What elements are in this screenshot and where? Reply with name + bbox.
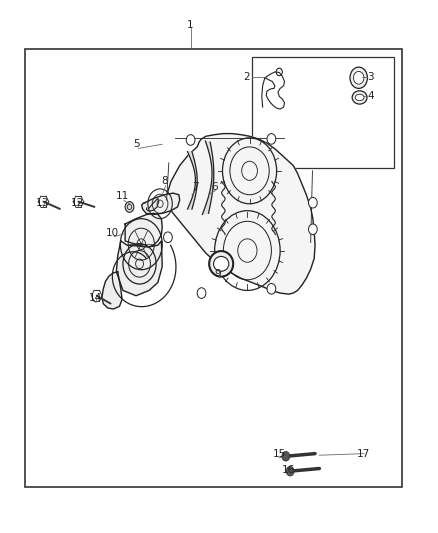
Circle shape	[197, 288, 206, 298]
Polygon shape	[164, 134, 315, 294]
Circle shape	[267, 134, 276, 144]
Ellipse shape	[352, 91, 367, 104]
Circle shape	[282, 451, 290, 461]
Text: 11: 11	[116, 191, 129, 201]
Polygon shape	[147, 198, 159, 211]
Bar	[252, 56, 394, 168]
Polygon shape	[102, 272, 122, 309]
Circle shape	[353, 71, 364, 84]
Text: 7: 7	[192, 182, 198, 192]
Text: 5: 5	[133, 139, 139, 149]
Text: 3: 3	[367, 72, 374, 82]
Circle shape	[125, 201, 134, 212]
Text: 15: 15	[272, 449, 286, 458]
Circle shape	[286, 466, 294, 476]
Circle shape	[163, 232, 172, 243]
Polygon shape	[117, 241, 162, 296]
Text: 1: 1	[187, 20, 194, 30]
Text: 16: 16	[282, 465, 296, 474]
Text: 6: 6	[211, 182, 218, 192]
Circle shape	[350, 67, 367, 88]
Polygon shape	[202, 141, 214, 214]
Text: 4: 4	[367, 91, 374, 101]
Ellipse shape	[209, 251, 233, 277]
Polygon shape	[125, 213, 162, 247]
Text: 2: 2	[243, 72, 250, 82]
Circle shape	[308, 224, 317, 235]
Text: 9: 9	[215, 270, 222, 279]
Bar	[25, 49, 403, 487]
Text: 8: 8	[161, 176, 168, 187]
Text: 10: 10	[106, 228, 119, 238]
Text: 14: 14	[89, 293, 102, 303]
Ellipse shape	[355, 94, 364, 101]
Ellipse shape	[214, 256, 229, 271]
Text: 13: 13	[35, 198, 49, 208]
Polygon shape	[187, 152, 197, 209]
Text: 12: 12	[71, 198, 84, 208]
Circle shape	[267, 284, 276, 294]
Polygon shape	[142, 193, 180, 214]
Text: 17: 17	[357, 449, 370, 458]
Circle shape	[186, 135, 195, 146]
Circle shape	[308, 197, 317, 208]
